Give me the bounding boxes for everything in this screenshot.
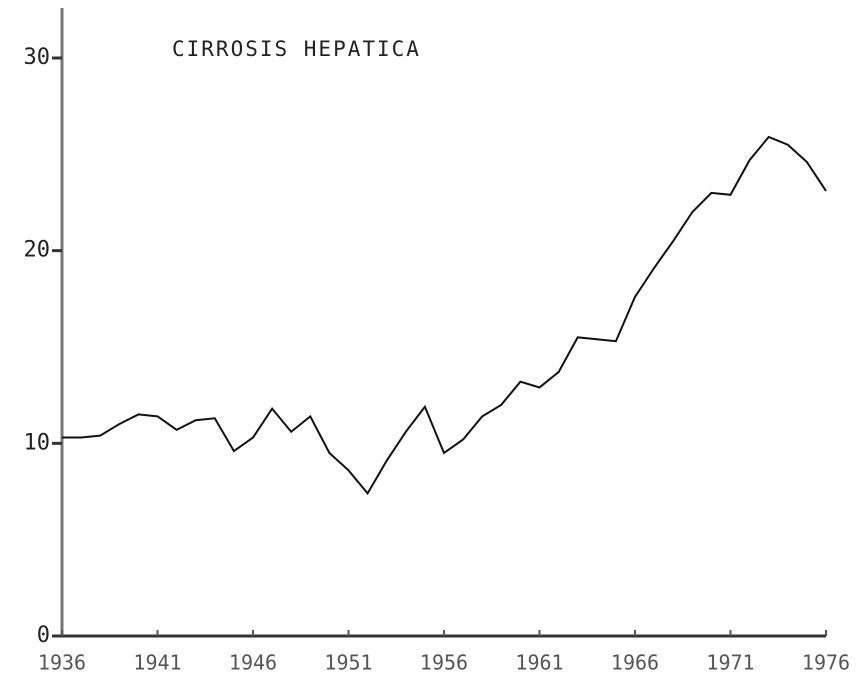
x-tick-label: 1951 <box>324 651 372 675</box>
x-tick-label: 1961 <box>515 651 563 675</box>
x-tick-label: 1971 <box>706 651 754 675</box>
x-tick-label: 1936 <box>38 651 86 675</box>
y-tick-label: 10 <box>24 430 51 455</box>
x-tick-label: 1956 <box>420 651 468 675</box>
x-tick-label: 1966 <box>611 651 659 675</box>
x-tick-label: 1976 <box>802 651 850 675</box>
x-tick-label: 1946 <box>229 651 277 675</box>
y-tick-label: 20 <box>24 238 51 263</box>
chart-title: CIRROSIS HEPATICA <box>172 37 421 61</box>
y-tick-label: 0 <box>37 623 50 648</box>
x-tick-label: 1941 <box>133 651 181 675</box>
y-tick-label: 30 <box>24 45 51 70</box>
data-line <box>62 135 827 496</box>
